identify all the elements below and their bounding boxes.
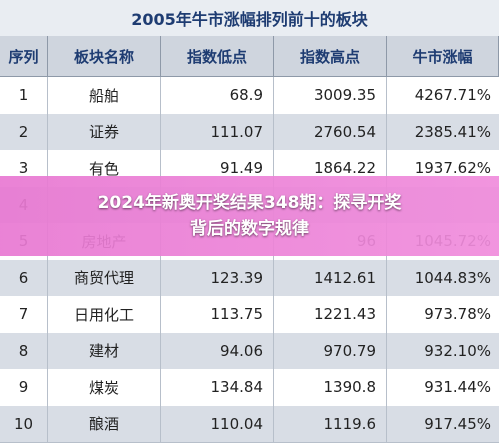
row-sector-name: 煤炭: [48, 369, 161, 406]
row-index-high: 2760.54: [274, 114, 387, 151]
table-header-row: 序列 板块名称 指数低点 指数高点 牛市涨幅: [0, 36, 499, 77]
row-index-high: 1119.6: [274, 406, 387, 443]
row-seq: 2: [0, 114, 48, 151]
row-seq: 8: [0, 333, 48, 370]
row-index-high: 1390.8: [274, 369, 387, 406]
row-bull-gain: 932.10%: [387, 333, 499, 370]
row-index-low: 94.06: [161, 333, 274, 370]
row-bull-gain: 2385.41%: [387, 114, 499, 151]
row-sector-name: 商贸代理: [48, 260, 161, 297]
row-bull-gain: 973.78%: [387, 296, 499, 333]
headline-line-1: 2024年新奥开奖结果348期：探寻开奖: [98, 190, 402, 216]
headline-line-2: 背后的数字规律: [190, 216, 309, 242]
row-seq: 7: [0, 296, 48, 333]
header-bull-gain: 牛市涨幅: [387, 36, 499, 76]
row-sector-name: 日用化工: [48, 296, 161, 333]
row-index-low: 110.04: [161, 406, 274, 443]
row-sector-name: 证券: [48, 114, 161, 151]
row-seq: 6: [0, 260, 48, 297]
row-index-low: 113.75: [161, 296, 274, 333]
header-seq: 序列: [0, 36, 48, 76]
row-bull-gain: 1044.83%: [387, 260, 499, 297]
row-seq: 1: [0, 77, 48, 114]
row-bull-gain: 917.45%: [387, 406, 499, 443]
row-bull-gain: 4267.71%: [387, 77, 499, 114]
row-index-high: 1221.43: [274, 296, 387, 333]
row-index-high: 1412.61: [274, 260, 387, 297]
row-bull-gain: 931.44%: [387, 369, 499, 406]
row-index-low: 123.39: [161, 260, 274, 297]
headline-banner[interactable]: 2024年新奥开奖结果348期：探寻开奖 背后的数字规律: [0, 176, 499, 256]
row-index-low: 134.84: [161, 369, 274, 406]
row-seq: 9: [0, 369, 48, 406]
row-index-high: 3009.35: [274, 77, 387, 114]
table-title: 2005年牛市涨幅排列前十的板块: [0, 0, 499, 37]
row-index-low: 68.9: [161, 77, 274, 114]
header-index-high: 指数高点: [274, 36, 387, 76]
row-seq: 10: [0, 406, 48, 443]
row-sector-name: 酿酒: [48, 406, 161, 443]
row-sector-name: 船舶: [48, 77, 161, 114]
row-sector-name: 建材: [48, 333, 161, 370]
row-index-low: 111.07: [161, 114, 274, 151]
row-index-high: 970.79: [274, 333, 387, 370]
header-sector-name: 板块名称: [48, 36, 161, 76]
header-index-low: 指数低点: [161, 36, 274, 76]
